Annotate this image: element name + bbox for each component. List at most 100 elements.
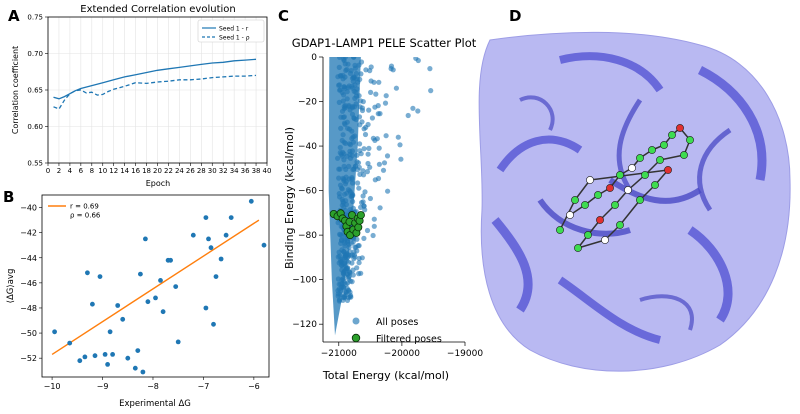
all-pose-point bbox=[346, 126, 353, 132]
x-tick-label: −6 bbox=[248, 382, 260, 391]
data-point bbox=[125, 355, 131, 361]
all-pose-point bbox=[354, 152, 360, 158]
all-pose-point bbox=[353, 163, 359, 169]
x-tick-label: 30 bbox=[208, 167, 217, 175]
all-pose-point bbox=[338, 262, 344, 268]
all-pose-point bbox=[356, 185, 362, 191]
all-pose-point bbox=[349, 279, 355, 285]
panel-letter-d: D bbox=[509, 7, 521, 25]
ligand-atom bbox=[586, 176, 594, 184]
data-point bbox=[160, 309, 166, 315]
all-pose-point bbox=[366, 145, 372, 151]
x-tick-label: −10 bbox=[44, 382, 61, 391]
ligand-atom bbox=[636, 154, 644, 162]
all-pose-point bbox=[358, 270, 364, 276]
all-pose-point bbox=[368, 78, 374, 84]
series-line-r bbox=[53, 58, 257, 100]
x-tick-label: 24 bbox=[175, 167, 184, 175]
ligand-atom bbox=[636, 196, 644, 204]
x-tick-label: 28 bbox=[197, 167, 206, 175]
ligand-atom bbox=[616, 221, 624, 229]
data-point bbox=[173, 284, 179, 289]
all-pose-point bbox=[359, 255, 365, 261]
y-tick-label: −40 bbox=[20, 204, 37, 213]
ligand-atom bbox=[680, 151, 688, 159]
all-pose-point bbox=[345, 239, 351, 245]
x-tick-label: 12 bbox=[109, 167, 118, 175]
ligand-atom bbox=[628, 164, 636, 172]
data-point bbox=[153, 295, 158, 301]
x-tick-label: 10 bbox=[98, 167, 107, 175]
all-pose-point bbox=[338, 257, 344, 263]
chart-a-ticks: 0 2 4 6 8 10 12 14 16 18 20 22 24 26 28 30 32 34 36 38 400.5… bbox=[27, 14, 271, 176]
all-pose-point bbox=[347, 107, 353, 113]
chart-c: GDAP1-LAMP1 PELE Scatter Plot −21000 −200… bbox=[283, 36, 483, 382]
all-pose-point bbox=[359, 119, 365, 125]
all-pose-point bbox=[360, 193, 366, 199]
all-pose-point bbox=[344, 96, 350, 102]
all-pose-point bbox=[351, 104, 358, 110]
legend-entry-rho-value: ρ = 0.66 bbox=[70, 212, 101, 220]
chart-a: Extended Correlation evolution 0 2 4 6 8 10 12… bbox=[11, 4, 271, 188]
all-pose-point bbox=[352, 244, 358, 250]
data-point bbox=[52, 329, 57, 335]
chart-c-plot bbox=[328, 57, 434, 336]
legend-entry-r: Seed 1 - r bbox=[219, 26, 249, 33]
ligand-bond bbox=[574, 179, 591, 201]
x-tick-label: 40 bbox=[263, 167, 272, 175]
x-tick-label: 8 bbox=[90, 167, 94, 175]
x-tick-label: 16 bbox=[131, 167, 140, 175]
all-pose-point bbox=[358, 59, 365, 65]
all-pose-point bbox=[370, 232, 376, 239]
all-pose-point bbox=[359, 107, 366, 114]
all-pose-point bbox=[342, 57, 348, 60]
chart-c-ylabel: Binding Energy (kcal/mol) bbox=[283, 127, 296, 269]
legend-entry-rho: Seed 1 - ρ bbox=[219, 35, 250, 42]
all-pose-point bbox=[366, 107, 372, 113]
all-pose-point bbox=[346, 141, 352, 147]
chart-b-legend: r = 0.69 ρ = 0.66 bbox=[48, 203, 101, 220]
all-pose-point bbox=[367, 164, 373, 170]
data-point bbox=[175, 339, 181, 345]
ligand-atom bbox=[606, 184, 614, 192]
data-point bbox=[168, 257, 174, 263]
all-pose-point bbox=[376, 145, 382, 151]
chart-b: −10 −9 −8 −7 −6 −52 −50 −48 −46 −44 −42 −40 Experim… bbox=[6, 194, 270, 409]
legend-filtered-marker bbox=[351, 333, 361, 343]
x-tick-label: 6 bbox=[79, 167, 84, 175]
x-tick-label: −9 bbox=[97, 382, 109, 391]
all-pose-point bbox=[382, 100, 389, 106]
all-pose-point bbox=[338, 125, 344, 131]
all-pose-point bbox=[337, 166, 343, 172]
data-point bbox=[145, 299, 151, 305]
x-tick-label: 14 bbox=[120, 167, 129, 175]
all-pose-point bbox=[351, 115, 357, 121]
x-tick-label: 26 bbox=[186, 167, 195, 175]
all-pose-point bbox=[368, 89, 374, 95]
y-tick-label: −44 bbox=[20, 254, 37, 263]
data-point bbox=[92, 353, 98, 359]
data-point bbox=[206, 236, 211, 242]
all-pose-point bbox=[356, 260, 362, 266]
all-pose-point bbox=[427, 66, 433, 72]
all-pose-point bbox=[398, 156, 404, 162]
all-pose-point bbox=[350, 134, 356, 140]
y-tick-label: −52 bbox=[20, 354, 37, 363]
ligand-atom bbox=[616, 171, 624, 179]
x-tick-label: −20000 bbox=[384, 349, 420, 359]
series-line-rho bbox=[53, 74, 257, 110]
y-tick-label: 0.75 bbox=[27, 14, 43, 22]
all-pose-point bbox=[350, 267, 356, 273]
all-pose-point bbox=[336, 175, 342, 181]
all-pose-point bbox=[358, 71, 364, 77]
legend-entry-all: All poses bbox=[376, 317, 418, 328]
data-point bbox=[105, 362, 110, 367]
all-pose-point bbox=[405, 112, 411, 119]
all-pose-point bbox=[348, 253, 354, 259]
all-pose-point bbox=[347, 151, 353, 157]
all-pose-point bbox=[343, 166, 349, 172]
all-pose-point bbox=[428, 88, 434, 94]
all-pose-point bbox=[372, 104, 378, 110]
all-pose-point bbox=[335, 288, 341, 294]
ligand-atom bbox=[601, 236, 609, 244]
